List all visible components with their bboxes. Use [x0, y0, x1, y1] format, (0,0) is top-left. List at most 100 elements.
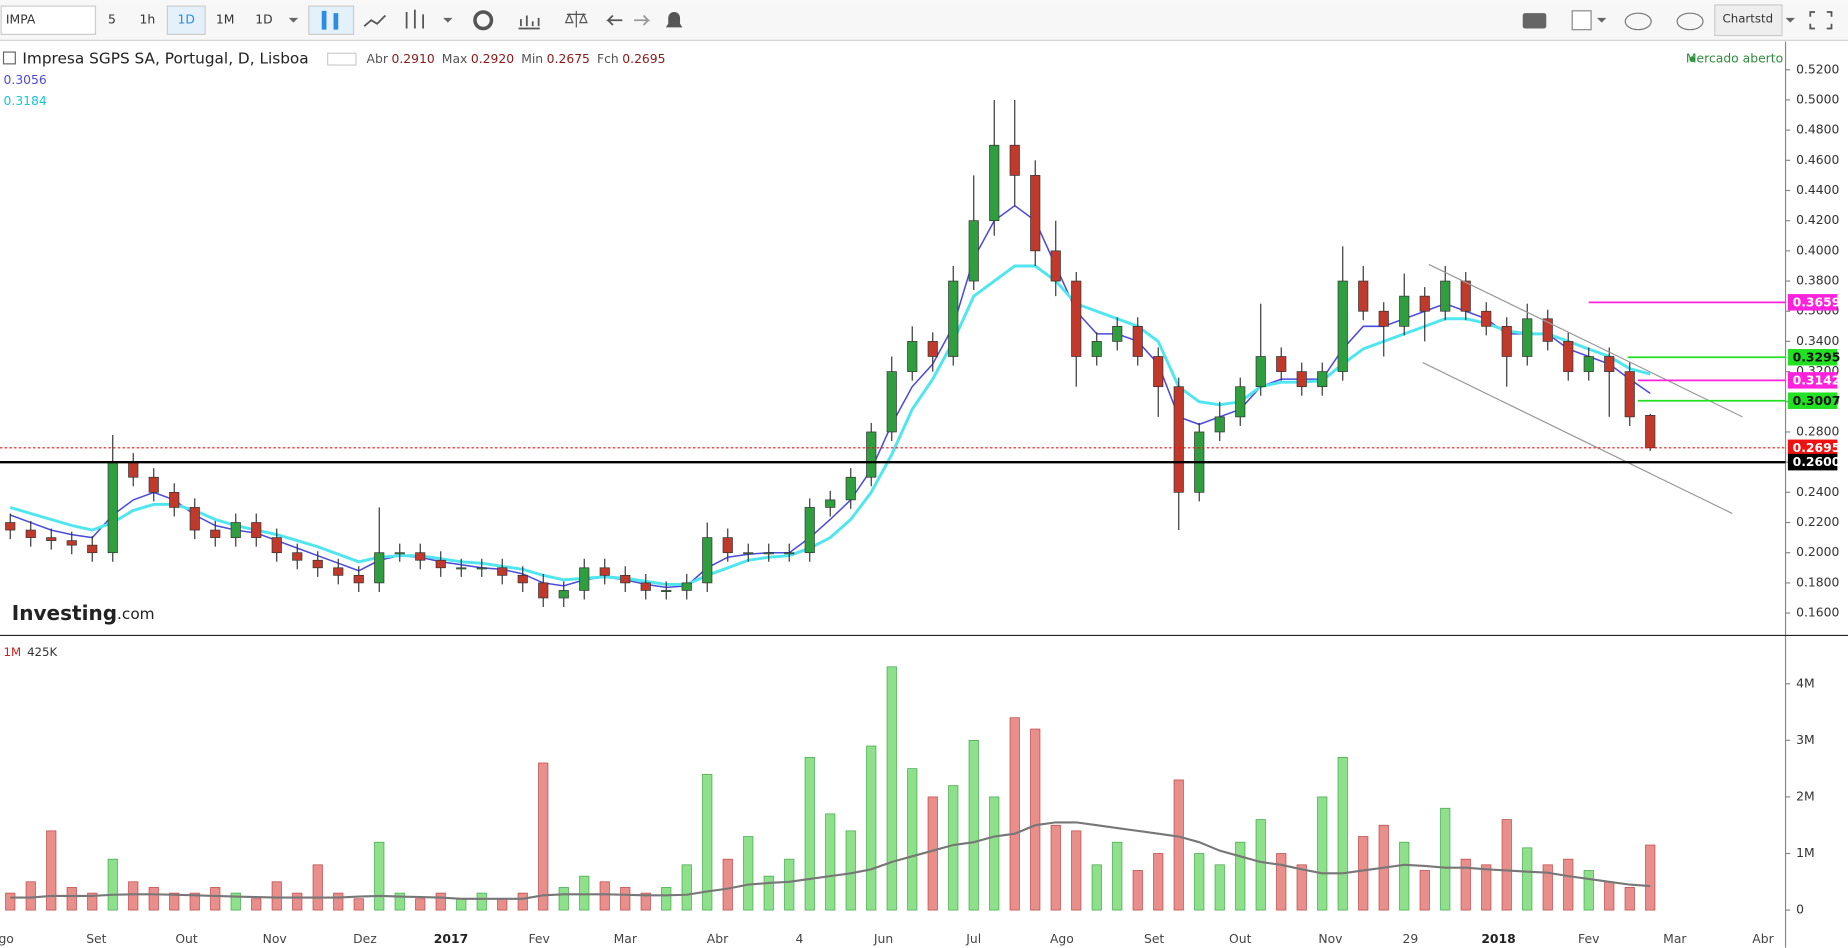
candle-body	[661, 590, 672, 592]
bars-icon[interactable]	[405, 9, 424, 29]
candle-body	[1624, 371, 1635, 418]
dropdown-arrow[interactable]	[443, 17, 453, 23]
volume-bar	[476, 892, 487, 911]
interval-button[interactable]: 5	[108, 13, 116, 27]
candle-body	[497, 567, 508, 576]
undo-icon[interactable]	[606, 14, 623, 26]
y-tick-label: 2M	[1796, 789, 1815, 803]
candle-body	[1542, 318, 1553, 342]
settings-icon[interactable]	[473, 10, 494, 31]
interval-button[interactable]: 1M	[216, 13, 235, 27]
volume-bar	[558, 887, 569, 911]
volume-bar	[1624, 887, 1635, 911]
price-plot	[5, 99, 1743, 608]
chart-type-button[interactable]	[308, 5, 355, 35]
y-tick-label: 0.1600	[1796, 606, 1839, 620]
volume-bar	[1583, 870, 1594, 911]
y-tick-label: 0.1800	[1796, 575, 1839, 589]
x-tick-label: Fev	[528, 932, 549, 946]
compare-icon[interactable]	[564, 10, 588, 28]
symbol[interactable]: IMPA	[6, 13, 36, 27]
logo: Investing.com	[12, 601, 155, 625]
candle-body	[189, 507, 200, 531]
volume-bar	[1358, 836, 1369, 911]
color-icon[interactable]	[1571, 10, 1592, 31]
candle-body	[1214, 416, 1225, 433]
x-tick-label: 29	[1403, 932, 1419, 946]
x-tick-label: Ago	[1050, 932, 1074, 946]
volume-bar	[1440, 807, 1451, 911]
volume-bar	[968, 739, 979, 911]
level-label-box	[1787, 439, 1838, 457]
x-tick-label: Set	[86, 932, 106, 946]
x-tick-label: Mar	[1663, 932, 1687, 946]
candle-body	[230, 522, 241, 538]
candle-body	[1112, 325, 1123, 342]
y-tick-label: 0.4400	[1796, 183, 1839, 197]
fullscreen-icon[interactable]	[1809, 11, 1833, 30]
volume-plot	[5, 666, 1656, 911]
volume-bar	[251, 898, 262, 911]
candle-body	[1050, 250, 1061, 282]
volume-bar	[640, 892, 651, 911]
candle-body	[251, 522, 262, 538]
account-box[interactable]	[1714, 4, 1783, 37]
y-tick-label: 0.4000	[1796, 243, 1839, 257]
volume-bar	[292, 892, 303, 911]
candle-body	[394, 552, 405, 555]
x-tick-label: Abr	[1752, 932, 1774, 946]
volume-bar	[1563, 858, 1574, 911]
indicators-icon[interactable]	[518, 15, 540, 30]
dropdown-arrow[interactable]	[1596, 17, 1607, 23]
candle-body	[46, 537, 57, 541]
candle-body	[1378, 310, 1389, 327]
cloud-download-icon[interactable]	[1624, 12, 1652, 31]
volume-bar	[702, 773, 713, 911]
interval-button[interactable]: 1D	[178, 13, 195, 27]
candle-body	[1009, 144, 1020, 176]
interval-button[interactable]: 1D	[255, 13, 272, 27]
candle-body	[1440, 280, 1451, 312]
level-label: 0.2695	[1793, 441, 1841, 455]
dropdown-arrow[interactable]	[288, 17, 299, 23]
camera-icon[interactable]	[1522, 13, 1547, 29]
redo-icon[interactable]	[634, 14, 651, 26]
volume-bar	[189, 892, 200, 911]
candle-body	[1501, 325, 1512, 357]
volume-bar	[1317, 796, 1328, 911]
account-name[interactable]: Chartstd	[1723, 12, 1774, 26]
volume-bar	[128, 881, 139, 911]
volume-bar	[866, 745, 877, 911]
dropdown-arrow[interactable]	[1785, 17, 1795, 23]
volume-bar	[107, 858, 118, 911]
candle-body	[210, 529, 221, 538]
line-icon[interactable]	[363, 14, 387, 27]
market-status: Mercado aberto	[1686, 52, 1783, 66]
volume-bar	[784, 858, 795, 911]
annotations: 0.1600 0.1800 0.2000 0.2200 0.2400 0.2600 0.28…	[0, 50, 1841, 946]
candle-body	[599, 567, 610, 576]
candle-body	[353, 574, 364, 584]
title-icon	[327, 52, 357, 66]
volume-bar	[333, 892, 344, 911]
level-label-box	[1787, 294, 1838, 311]
volume-bar	[169, 892, 180, 911]
candle-body	[886, 371, 897, 433]
collapse-icon[interactable]	[2, 51, 16, 65]
volume-bar	[374, 841, 385, 911]
alert-icon[interactable]	[665, 12, 683, 28]
x-tick-label: Dez	[353, 932, 377, 946]
candle-body	[1255, 356, 1266, 388]
volume-bar	[1071, 830, 1082, 911]
x-tick-label: Abr	[707, 932, 729, 946]
interval-button[interactable]: 1h	[139, 13, 155, 27]
cloud-upload-icon[interactable]	[1676, 12, 1704, 31]
ohlc-label: Fch	[597, 52, 619, 66]
volume-bar	[1235, 841, 1246, 911]
candle-body	[169, 491, 180, 508]
logo-suffix: .com	[117, 605, 155, 623]
volume-bar	[927, 796, 938, 911]
symbol-input[interactable]	[0, 5, 97, 35]
candle-body	[1153, 356, 1164, 388]
